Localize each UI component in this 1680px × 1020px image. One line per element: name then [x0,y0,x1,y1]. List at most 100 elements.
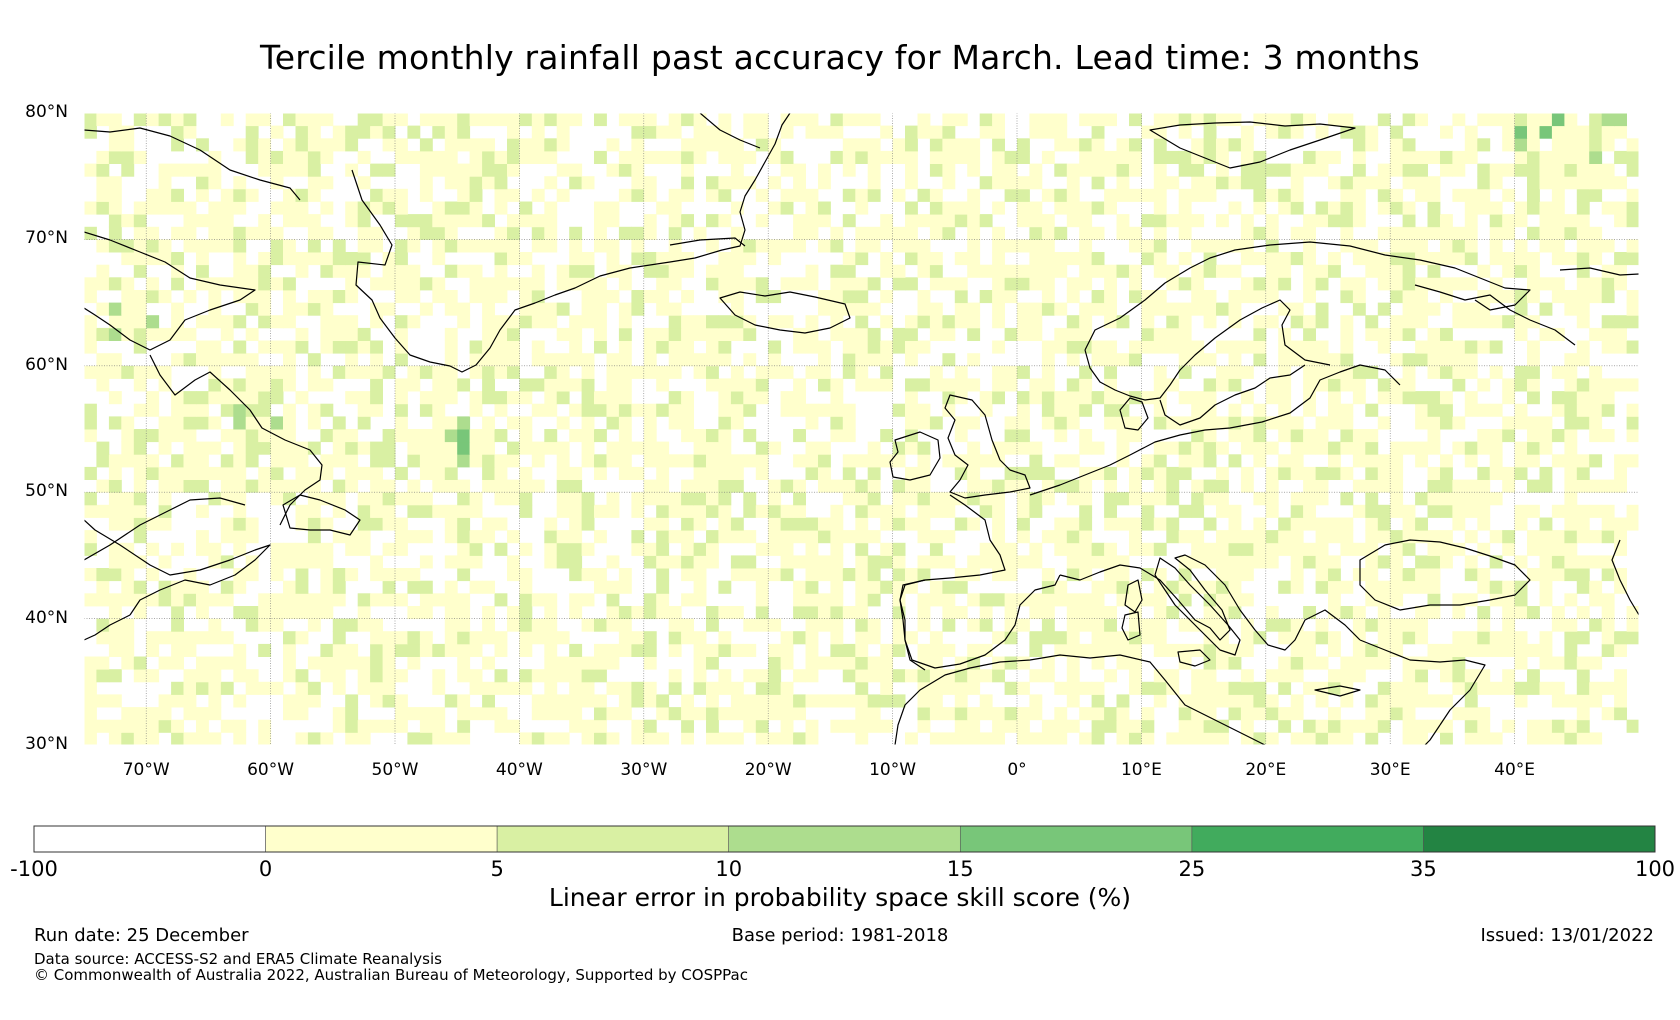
skill-cell [1166,732,1180,745]
skill-cell [494,327,508,341]
skill-cell [643,353,657,367]
skill-cell [1564,416,1578,430]
skill-cell [755,365,769,379]
skill-cell [1129,150,1142,164]
skill-cell [407,606,421,620]
skill-cell [295,163,309,177]
skill-cell [1539,416,1553,430]
skill-cell [1141,125,1155,139]
skill-cell [855,315,869,329]
skill-cell [171,277,184,291]
skill-cell [457,517,471,531]
skill-cell [594,113,607,127]
skill-cell [581,681,595,695]
skill-cell [108,214,122,228]
skill-cell [1265,315,1279,329]
skill-cell [457,454,471,468]
skill-cell [755,214,769,228]
skill-cell [320,403,334,417]
skill-cell [1551,568,1565,582]
skill-cell [494,239,508,253]
skill-cell [382,631,396,645]
skill-cell [892,150,906,164]
skill-cell [743,530,757,544]
skill-cell [1079,327,1093,341]
skill-cell [1564,694,1578,708]
skill-cell [1464,504,1478,518]
skill-cell [743,492,757,506]
skill-cell [1153,163,1167,177]
skill-cell [1328,214,1341,228]
skill-cell [755,694,769,708]
skill-cell [905,125,918,139]
skill-cell [395,378,408,392]
skill-cell [1352,631,1366,645]
skill-cell [631,365,645,379]
skill-cell [183,327,197,341]
skill-cell [942,454,956,468]
skill-cell [1141,391,1155,405]
skill-cell [469,188,483,202]
skill-cell [320,113,334,114]
skill-cell [1141,302,1155,316]
skill-cell [507,441,520,455]
skill-cell [1539,732,1553,745]
skill-cell [818,441,831,455]
skill-cell [469,454,483,468]
skill-cell [1452,606,1466,620]
skill-cell [606,239,620,253]
skill-cell [1564,643,1578,657]
skill-cell [469,163,483,177]
skill-cell [1601,163,1615,177]
skill-cell [332,340,346,354]
skill-cell [1328,555,1341,569]
skill-cell [519,580,533,594]
skill-cell [407,454,421,468]
skill-cell [133,239,147,253]
skill-cell [208,416,222,430]
skill-cell [1265,530,1279,544]
skill-cell [718,403,732,417]
skill-cell [332,719,346,733]
skill-cell [158,176,172,190]
skill-cell [1576,315,1590,329]
skill-cell [1116,429,1130,443]
skill-cell [668,365,682,379]
skill-cell [992,504,1005,518]
skill-cell [395,150,408,164]
skill-cell [494,277,508,291]
skill-cell [1315,618,1329,632]
skill-cell [258,681,272,695]
skill-cell [1415,353,1428,367]
skill-cell [1129,669,1142,683]
skill-cell [1626,517,1639,531]
skill-cell [1551,290,1565,304]
skill-cell [1390,125,1404,139]
skill-cell [1278,264,1292,278]
skill-cell [1402,226,1416,240]
skill-cell [768,479,782,493]
skill-cell [1253,403,1267,417]
skill-cell [1216,113,1229,114]
skill-cell [220,479,234,493]
skill-cell [1278,618,1292,632]
skill-cell [432,113,446,127]
skill-cell [1564,353,1578,367]
skill-cell [855,454,869,468]
skill-cell [1390,277,1404,291]
skill-cell [469,150,483,164]
labrador-coast [149,354,323,526]
skill-cell [407,530,421,544]
skill-cell [1017,315,1030,329]
skill-cell [1303,656,1316,670]
skill-cell [1203,353,1217,367]
skill-cell [1340,214,1354,228]
skill-cell [245,113,259,127]
skill-cell [233,252,247,266]
skill-cell [1240,340,1254,354]
skill-cell [1328,454,1341,468]
skill-cell [880,555,894,569]
skill-cell [954,429,968,443]
skill-cell [1116,226,1130,240]
